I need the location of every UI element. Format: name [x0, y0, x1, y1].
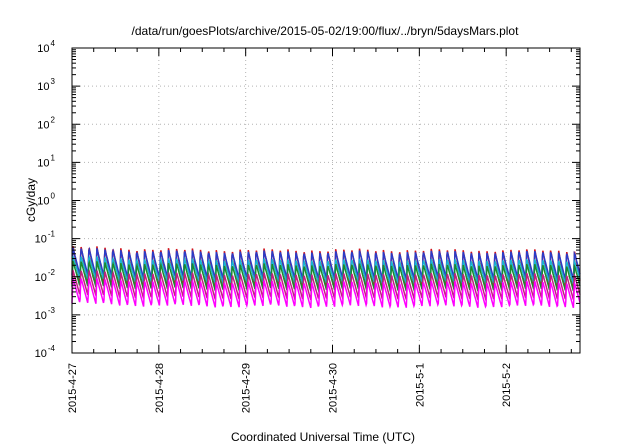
- y-tick-label: 103: [37, 77, 55, 93]
- y-tick-label: 10-4: [35, 344, 56, 360]
- chart-title: /data/run/goesPlots/archive/2015-05-02/1…: [132, 24, 520, 38]
- y-tick-label: 102: [37, 115, 55, 131]
- y-tick-label: 100: [37, 192, 55, 208]
- x-tick-label: 2015-4-28: [154, 363, 166, 413]
- series-line-5: [71, 268, 581, 302]
- y-tick-label: 10-2: [35, 268, 56, 284]
- axis-ticks: [71, 47, 580, 354]
- series-line-2: [71, 246, 581, 282]
- series-line-3: [71, 254, 581, 286]
- y-tick-labels: 10-4 10-3 10-2 10-1 100 101 102 103 104: [35, 39, 56, 360]
- plot-lines: [71, 245, 581, 310]
- y-tick-label: 10-3: [35, 306, 56, 322]
- y-tick-label: 104: [37, 39, 55, 55]
- series-line-6: [71, 276, 581, 310]
- x-tick-label: 2015-4-29: [241, 363, 253, 413]
- series-line-4: [71, 259, 581, 293]
- x-tick-labels: 2015-4-27 2015-4-28 2015-4-29 2015-4-30 2015…: [67, 363, 513, 413]
- y-tick-label: 10-1: [35, 230, 56, 246]
- grid: [72, 48, 580, 353]
- x-tick-label: 2015-5-1: [414, 363, 426, 407]
- x-tick-label: 2015-4-27: [67, 363, 79, 413]
- x-axis-label: Coordinated Universal Time (UTC): [231, 430, 415, 444]
- x-tick-label: 2015-5-2: [501, 363, 513, 407]
- x-tick-label: 2015-4-30: [328, 363, 340, 413]
- y-axis-label: cGy/day: [24, 178, 38, 222]
- y-tick-label: 101: [37, 153, 55, 169]
